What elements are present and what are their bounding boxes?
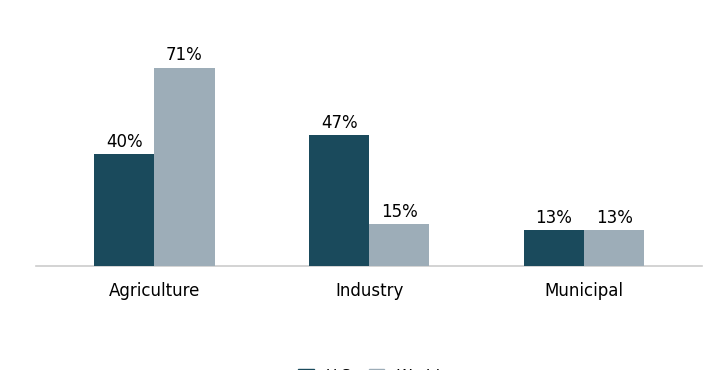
Bar [524, 230, 584, 266]
Bar [369, 225, 429, 266]
Text: 47%: 47% [321, 114, 358, 132]
Legend: U.S., World: U.S., World [290, 361, 448, 370]
Text: 15%: 15% [381, 203, 418, 221]
Bar [94, 155, 154, 266]
Bar [584, 230, 644, 266]
Bar [154, 68, 214, 266]
Bar [309, 135, 369, 266]
Text: 13%: 13% [596, 209, 633, 227]
Text: 71%: 71% [166, 46, 203, 64]
Text: 13%: 13% [536, 209, 573, 227]
Text: 40%: 40% [106, 133, 143, 151]
